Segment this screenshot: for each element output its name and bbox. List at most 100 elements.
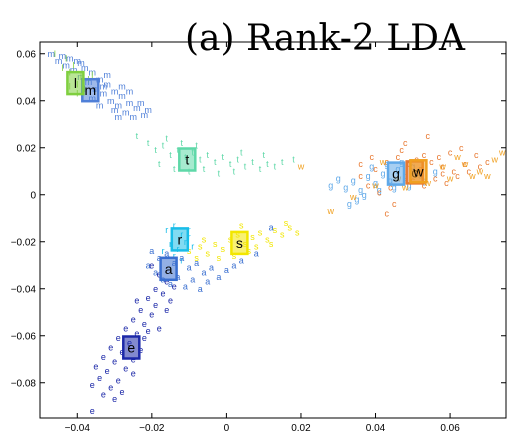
data-point-m: m [103, 79, 111, 89]
data-point-g: g [362, 190, 367, 200]
data-point-g: g [343, 183, 348, 193]
data-point-s: s [217, 253, 222, 263]
data-point-s: s [206, 249, 211, 259]
data-point-e: e [93, 361, 98, 371]
data-point-w: w [453, 152, 461, 162]
data-point-w: w [349, 192, 357, 202]
data-point-a: a [224, 265, 229, 275]
data-point-c: c [440, 169, 445, 179]
data-point-e: e [172, 281, 177, 291]
chart-title: (a) Rank-2 LDA [185, 18, 466, 59]
data-point-s: s [194, 253, 199, 263]
data-point-m: m [55, 56, 63, 66]
data-point-t: t [266, 159, 269, 169]
data-point-t: t [195, 140, 198, 150]
data-point-r: r [165, 225, 168, 235]
x-tick-label: 0.06 [440, 423, 460, 434]
data-point-w: w [498, 147, 506, 157]
data-point-g: g [392, 183, 397, 193]
y-tick-label: −0.08 [11, 378, 37, 389]
data-point-e: e [134, 296, 139, 306]
data-point-w: w [297, 162, 305, 172]
data-point-c: c [444, 178, 449, 188]
data-point-e: e [90, 380, 95, 390]
data-point-w: w [401, 183, 409, 193]
x-tick-label: −0.02 [139, 423, 165, 434]
data-point-a: a [179, 253, 184, 263]
data-point-a: a [216, 272, 221, 282]
data-point-r: r [173, 220, 176, 230]
data-point-s: s [187, 246, 192, 256]
data-point-t: t [136, 131, 139, 141]
data-point-m: m [66, 54, 74, 64]
data-point-t: t [218, 169, 221, 179]
data-point-m: m [144, 105, 152, 115]
data-point-r: r [180, 256, 183, 266]
data-point-w: w [438, 162, 446, 172]
data-point-e: e [134, 328, 139, 338]
data-point-m: m [96, 100, 104, 110]
centroid-label-s: s [236, 235, 243, 251]
data-point-g: g [384, 159, 389, 169]
data-point-m: m [96, 75, 104, 85]
data-point-g: g [407, 180, 412, 190]
data-point-t: t [236, 155, 239, 165]
data-point-m: m [111, 105, 119, 115]
data-point-m: m [122, 108, 130, 118]
data-point-g: g [369, 162, 374, 172]
data-point-a: a [201, 267, 206, 277]
data-point-a: a [175, 272, 180, 282]
data-point-e: e [168, 296, 173, 306]
data-point-g: g [380, 169, 385, 179]
centroid-box-r [170, 227, 190, 252]
data-point-e: e [105, 366, 110, 376]
centroid-label-g: g [392, 166, 400, 182]
data-point-t: t [259, 164, 262, 174]
data-point-w: w [468, 171, 476, 181]
data-point-t: t [281, 157, 284, 167]
data-point-a: a [187, 263, 192, 273]
data-point-m: m [100, 89, 108, 99]
data-point-g: g [403, 171, 408, 181]
data-point-g: g [351, 176, 356, 186]
data-point-e: e [123, 364, 128, 374]
data-point-m: m [81, 63, 89, 73]
data-point-t: t [166, 133, 169, 143]
data-point-m: m [103, 70, 111, 80]
data-point-g: g [377, 185, 382, 195]
centroid-label-a: a [165, 261, 173, 277]
data-point-c: c [384, 209, 389, 219]
data-point-m: m [62, 61, 70, 71]
data-point-s: s [202, 234, 207, 244]
data-point-e: e [131, 368, 136, 378]
centroid-box-s [230, 230, 249, 256]
data-point-s: s [295, 227, 300, 237]
data-point-c: c [455, 171, 460, 181]
data-point-l: l [65, 54, 67, 64]
data-point-e: e [90, 406, 95, 416]
data-point-w: w [461, 159, 469, 169]
centroid-box-w [409, 159, 428, 184]
data-point-a: a [269, 223, 274, 233]
data-point-w: w [327, 206, 335, 216]
data-point-t: t [207, 150, 210, 160]
centroid-box-t [178, 147, 197, 172]
data-point-g: g [358, 185, 363, 195]
data-point-t: t [169, 150, 172, 160]
data-point-g: g [354, 195, 359, 205]
data-point-a: a [183, 281, 188, 291]
centroids-layer: mltrsaegcw [66, 70, 428, 360]
data-point-t: t [199, 155, 202, 165]
centroid-box-a [159, 256, 178, 282]
data-point-c: c [396, 152, 401, 162]
data-point-a: a [146, 260, 151, 270]
data-point-l: l [73, 61, 75, 71]
data-point-m: m [100, 82, 108, 92]
data-point-e: e [164, 277, 169, 287]
data-point-t: t [251, 157, 254, 167]
x-tick-label: 0 [224, 423, 230, 434]
data-point-g: g [366, 171, 371, 181]
data-point-s: s [258, 227, 263, 237]
data-point-t: t [240, 147, 243, 157]
